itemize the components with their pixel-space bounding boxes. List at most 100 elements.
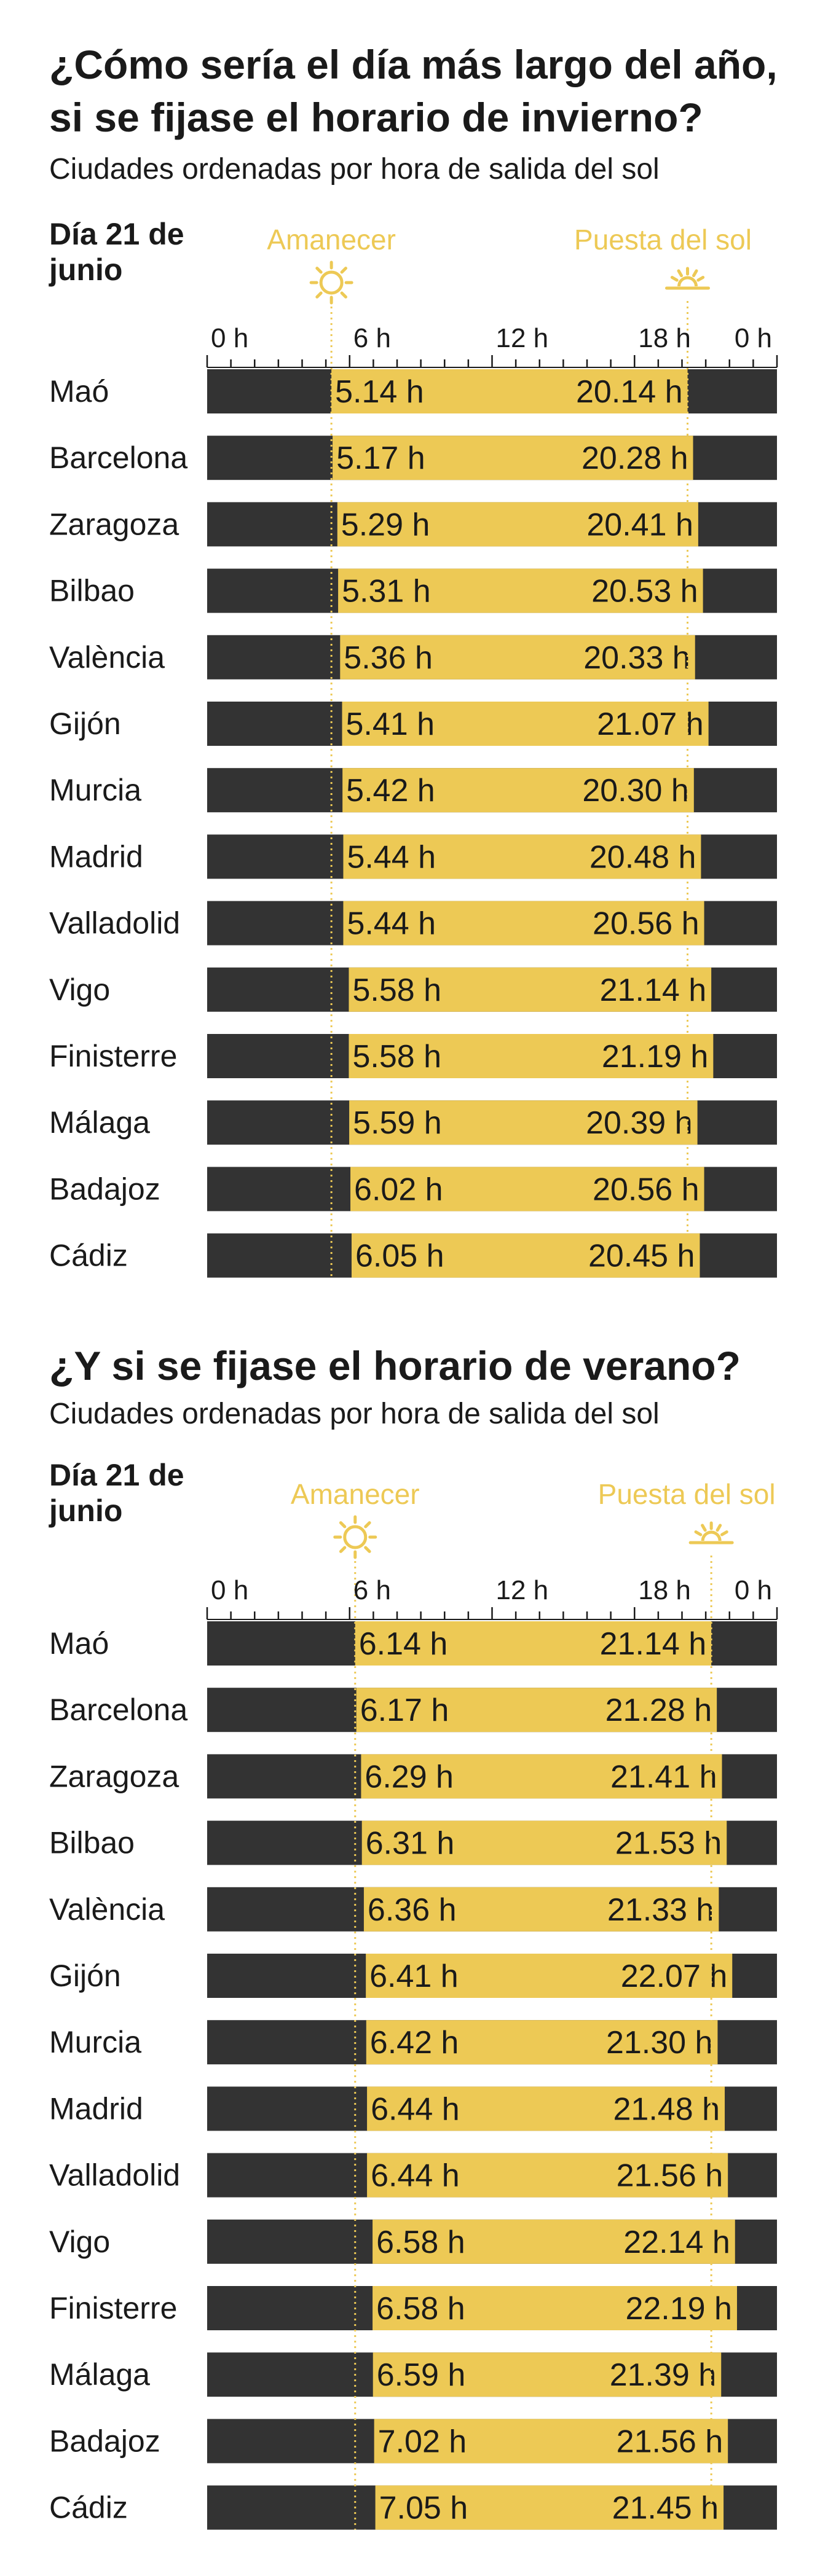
sunset-value-label: 20.39 h xyxy=(586,1105,693,1141)
chart-title: ¿Cómo sería el día más largo del año, si… xyxy=(49,42,778,140)
x-tick-label: 12 h xyxy=(496,323,549,353)
day-label: Día 21 de junio xyxy=(49,1458,184,1528)
sun-icon-ray xyxy=(340,291,347,299)
chart-subtitle: Ciudades ordenadas por hora de salida de… xyxy=(49,153,660,186)
x-tick-label: 0 h xyxy=(211,1575,248,1605)
sunset-value-label: 22.14 h xyxy=(623,2225,730,2260)
sunrise-legend-label: Amanecer xyxy=(291,1478,420,1510)
city-label: Valladolid xyxy=(49,2158,180,2193)
sun-icon-ray xyxy=(339,1546,347,1553)
daylight-bar xyxy=(349,1034,714,1078)
daylight-bar xyxy=(343,834,701,879)
city-label: Vigo xyxy=(49,973,110,1007)
city-label: Málaga xyxy=(49,1105,150,1140)
city-label: Zaragoza xyxy=(49,1759,179,1793)
sunrise-value-label: 6.59 h xyxy=(377,2357,466,2393)
chart-title: ¿Y si se fijase el horario de verano? xyxy=(49,1343,741,1388)
sunset-legend-label: Puesta del sol xyxy=(574,224,752,256)
sun-icon-ray xyxy=(339,1521,347,1529)
daylight-bar xyxy=(374,2419,728,2464)
sunrise-value-label: 5.44 h xyxy=(347,839,436,875)
sunrise-legend-label: Amanecer xyxy=(267,224,396,256)
sunset-value-label: 21.56 h xyxy=(617,2158,723,2194)
daylight-bar xyxy=(375,2485,724,2530)
x-tick-label: 0 h xyxy=(735,1575,772,1605)
city-label: Vigo xyxy=(49,2225,110,2259)
x-tick-label: 0 h xyxy=(735,323,772,353)
sunset-icon-disc xyxy=(677,276,698,287)
sunset-icon-ray xyxy=(696,276,705,282)
daylight-bar xyxy=(373,2219,735,2264)
sunrise-value-label: 6.42 h xyxy=(370,2025,459,2061)
sunset-value-label: 21.39 h xyxy=(610,2357,717,2393)
sunrise-value-label: 5.58 h xyxy=(352,1039,441,1075)
sunrise-value-label: 6.58 h xyxy=(376,2225,465,2260)
city-label: Murcia xyxy=(49,773,141,807)
sunrise-value-label: 6.02 h xyxy=(354,1172,443,1207)
sunset-value-label: 21.28 h xyxy=(605,1693,712,1728)
daylight-bar xyxy=(331,369,688,413)
city-label: Madrid xyxy=(49,839,143,874)
daylight-bar xyxy=(349,967,712,1012)
city-label: València xyxy=(49,640,165,675)
sunrise-value-label: 6.05 h xyxy=(355,1239,444,1274)
sunrise-value-label: 5.31 h xyxy=(342,574,431,609)
x-tick-label: 6 h xyxy=(353,323,391,353)
sunset-value-label: 21.14 h xyxy=(600,1626,707,1662)
sunrise-value-label: 6.29 h xyxy=(365,1759,454,1795)
daylight-bar xyxy=(361,1820,727,1865)
sunset-value-label: 21.41 h xyxy=(610,1759,717,1795)
sunset-icon-ray xyxy=(720,1530,728,1537)
city-label: Madrid xyxy=(49,2091,143,2126)
city-label: Maó xyxy=(49,1626,109,1661)
daylight-bar xyxy=(356,1688,717,1732)
city-label: Cádiz xyxy=(49,1239,128,1273)
city-label: Málaga xyxy=(49,2357,150,2392)
sunrise-value-label: 7.05 h xyxy=(379,2491,468,2526)
city-label: Maó xyxy=(49,374,109,409)
daylight-bar xyxy=(373,2352,722,2397)
city-label: Cádiz xyxy=(49,2491,128,2525)
sunrise-value-label: 5.42 h xyxy=(346,773,435,808)
daylight-bar xyxy=(367,2086,725,2131)
sunset-icon xyxy=(688,1521,734,1544)
daylight-bar xyxy=(342,768,694,813)
daylight-bar xyxy=(363,1887,719,1932)
city-label: Bilbao xyxy=(49,1826,135,1860)
daylight-bar xyxy=(333,436,693,480)
sunset-value-label: 20.14 h xyxy=(576,374,683,410)
x-tick-label: 18 h xyxy=(638,1575,691,1605)
daylight-bar xyxy=(361,1754,722,1799)
sunset-value-label: 20.30 h xyxy=(582,773,689,808)
sun-icon-ray xyxy=(364,1521,371,1529)
sunset-value-label: 20.45 h xyxy=(588,1239,695,1274)
sun-icon-ray xyxy=(315,267,323,274)
sunset-value-label: 22.07 h xyxy=(621,1959,728,1994)
city-label: Finisterre xyxy=(49,2291,177,2325)
sunrise-value-label: 5.58 h xyxy=(352,973,441,1008)
sunrise-value-label: 5.59 h xyxy=(353,1105,442,1141)
sunset-legend-label: Puesta del sol xyxy=(598,1478,776,1510)
sunrise-value-label: 5.29 h xyxy=(341,507,430,542)
sunrise-value-label: 5.41 h xyxy=(346,707,435,742)
city-label: Gijón xyxy=(49,707,121,741)
sunrise-value-label: 5.14 h xyxy=(335,374,424,410)
sunset-value-label: 22.19 h xyxy=(625,2291,732,2327)
sunrise-value-label: 6.31 h xyxy=(366,1826,455,1862)
sun-icon xyxy=(309,260,353,305)
daylight-bar xyxy=(366,1954,733,1998)
city-label: Valladolid xyxy=(49,906,180,941)
sunset-value-label: 20.53 h xyxy=(591,574,698,609)
city-label: Gijón xyxy=(49,1959,121,1993)
sunset-value-label: 21.30 h xyxy=(606,2025,713,2061)
daylight-bar xyxy=(340,635,695,679)
x-tick-label: 18 h xyxy=(638,323,691,353)
daylight-bar xyxy=(342,702,709,746)
sunrise-value-label: 6.44 h xyxy=(371,2158,460,2194)
sunset-icon xyxy=(665,267,711,290)
x-tick-label: 12 h xyxy=(496,1575,549,1605)
sunrise-value-label: 5.36 h xyxy=(344,640,433,676)
daylight-bar xyxy=(350,1167,704,1212)
city-label: Murcia xyxy=(49,2025,141,2059)
x-tick-label: 0 h xyxy=(211,323,248,353)
